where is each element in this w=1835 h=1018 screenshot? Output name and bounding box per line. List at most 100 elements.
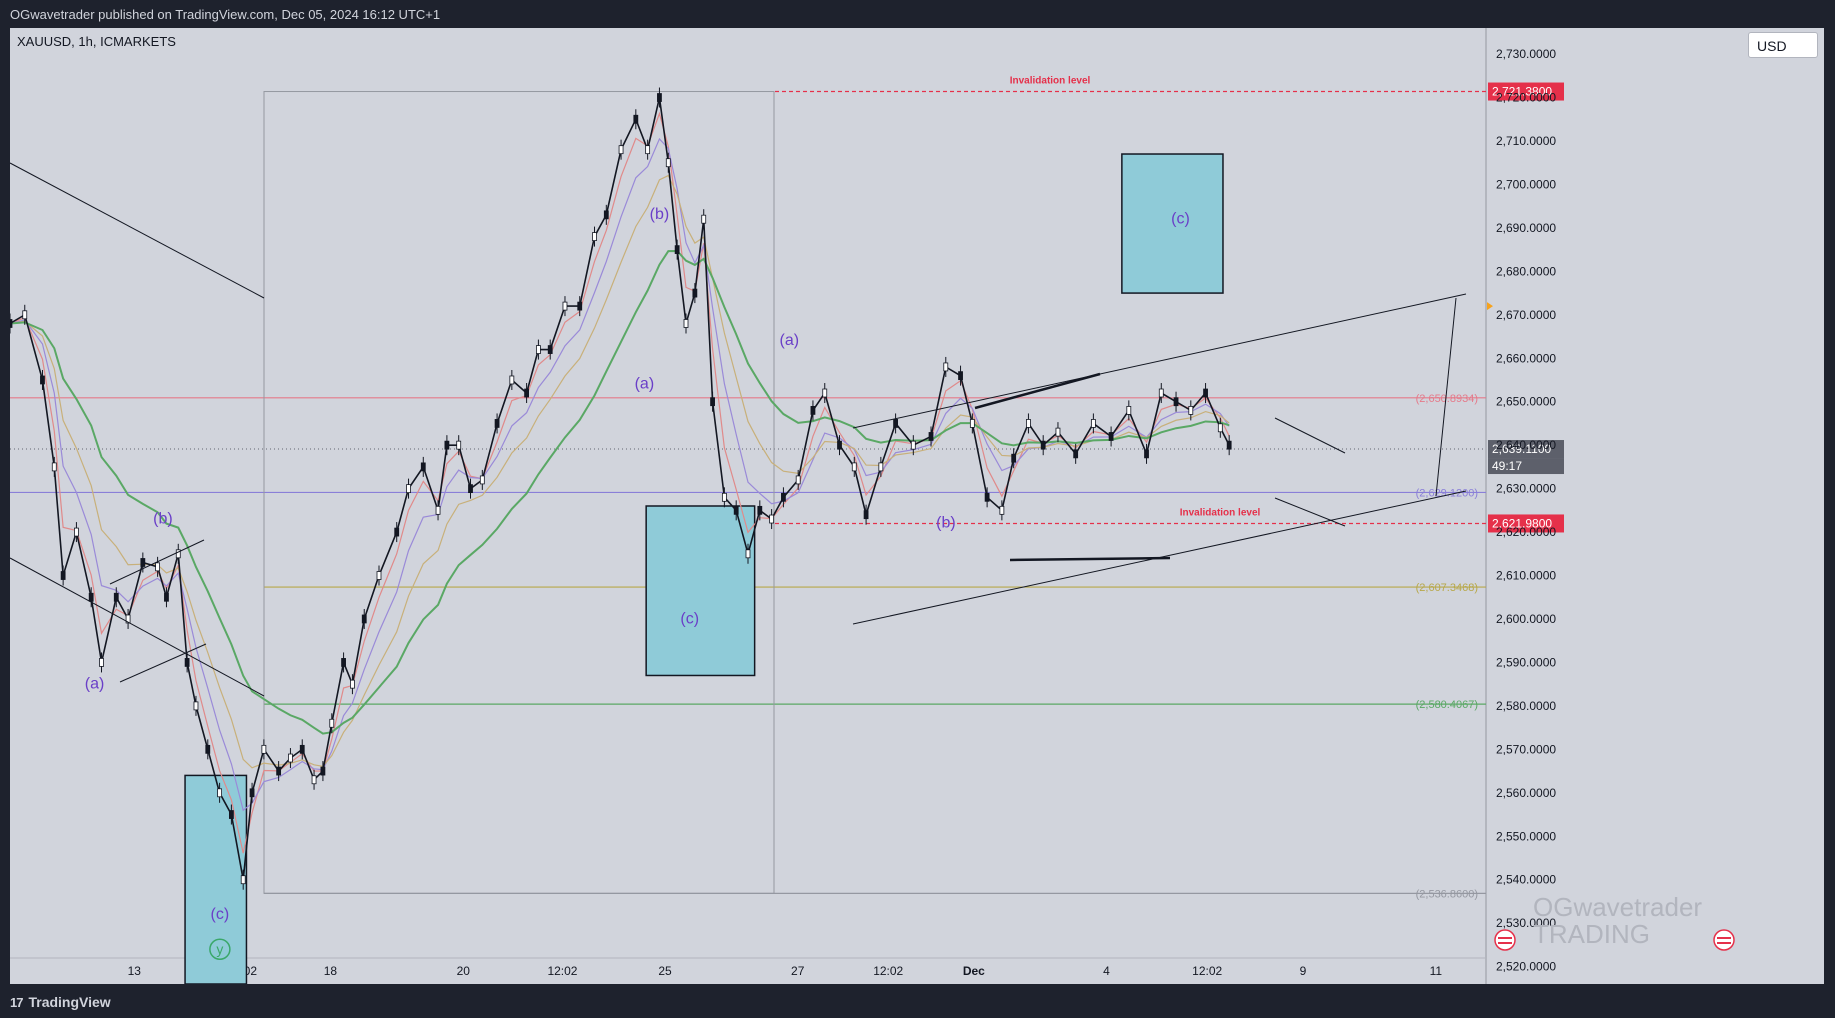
price-marker-icon bbox=[1487, 302, 1493, 311]
price-chart[interactable]: 2,721.3800 Invalidation level (2,650.8934)… bbox=[10, 28, 1824, 984]
candle-body-56 bbox=[692, 288, 698, 298]
candle-body-8 bbox=[113, 592, 119, 602]
candle-body-18 bbox=[228, 810, 234, 819]
y-tick-11: 2,630.0000 bbox=[1496, 482, 1556, 496]
wave-label-0: (a) bbox=[85, 676, 105, 693]
candle-body-59 bbox=[721, 492, 727, 502]
candle-body-67 bbox=[822, 388, 828, 398]
trend-line-3 bbox=[119, 643, 207, 683]
y-tick-21: 2,730.0000 bbox=[1496, 47, 1556, 61]
moving-average-1 bbox=[10, 137, 1230, 812]
date-range-box bbox=[263, 91, 775, 894]
trend-line-7 bbox=[1009, 556, 1171, 562]
wave-label-5: (a) bbox=[635, 376, 655, 393]
candle-body-69 bbox=[851, 462, 857, 472]
candle-body-33 bbox=[406, 484, 411, 494]
candle-body-51 bbox=[645, 145, 651, 155]
candle-body-15 bbox=[193, 701, 199, 711]
candle-body-46 bbox=[577, 301, 583, 311]
candle-body-3 bbox=[51, 462, 57, 472]
candle-body-90 bbox=[1173, 397, 1179, 407]
y-tick-4: 2,560.0000 bbox=[1496, 786, 1556, 800]
us-flag-icon-0 bbox=[1494, 929, 1516, 951]
us-flag-icon-1 bbox=[1713, 929, 1735, 951]
candle-body-72 bbox=[893, 419, 898, 428]
y-tick-18: 2,700.0000 bbox=[1496, 177, 1556, 191]
candle-body-45 bbox=[562, 301, 568, 311]
x-tick-10: 12:02 bbox=[1192, 964, 1222, 978]
x-tick-2: 18 bbox=[324, 964, 338, 978]
y-tick-9: 2,610.0000 bbox=[1496, 569, 1556, 583]
tradingview-logo[interactable]: 17 TradingView bbox=[10, 994, 111, 1010]
chart-canvas[interactable]: 2,721.3800 Invalidation level (2,650.8934)… bbox=[10, 28, 1824, 984]
publish-text: OGwavetrader published on TradingView.co… bbox=[10, 7, 441, 22]
candle-body-20 bbox=[249, 788, 255, 798]
author-watermark: OGwavetrader TRADING bbox=[1533, 894, 1702, 948]
x-tick-8: Dec bbox=[963, 964, 985, 978]
candle-body-32 bbox=[394, 527, 400, 537]
candle-body-71 bbox=[878, 462, 884, 472]
invalidation-note-4: Invalidation level bbox=[1180, 507, 1261, 518]
tradingview-brand: TradingView bbox=[28, 994, 111, 1010]
trend-line-8 bbox=[1274, 417, 1346, 454]
candle-body-37 bbox=[456, 440, 462, 450]
tradingview-logo-icon: 17 bbox=[10, 994, 24, 1010]
candle-body-48 bbox=[603, 210, 609, 220]
moving-average-2 bbox=[10, 174, 1230, 769]
candle-body-27 bbox=[329, 718, 335, 728]
y-tick-12: 2,640.0000 bbox=[1496, 438, 1556, 452]
candle-body-16 bbox=[205, 744, 211, 754]
wave-label-8: (b) bbox=[936, 515, 956, 532]
candle-body-13 bbox=[175, 549, 181, 559]
price-tag-bg-4 bbox=[1488, 514, 1564, 533]
y-tick-6: 2,580.0000 bbox=[1496, 699, 1556, 713]
x-tick-3: 20 bbox=[457, 964, 471, 978]
candle-body-6 bbox=[88, 592, 94, 602]
candle-body-7 bbox=[99, 658, 104, 667]
trend-line-6 bbox=[974, 372, 1101, 410]
y-tick-3: 2,550.0000 bbox=[1496, 829, 1556, 843]
candle-body-0 bbox=[10, 319, 13, 328]
candle-body-43 bbox=[536, 345, 541, 354]
candle-body-85 bbox=[1090, 419, 1096, 428]
candle-body-36 bbox=[444, 440, 450, 450]
y-tick-19: 2,710.0000 bbox=[1496, 134, 1556, 148]
y-tick-5: 2,570.0000 bbox=[1496, 742, 1556, 756]
wave-label-9: (c) bbox=[1171, 211, 1190, 228]
candle-body-77 bbox=[969, 419, 975, 428]
candle-body-28 bbox=[341, 658, 346, 667]
y-tick-10: 2,620.0000 bbox=[1496, 525, 1556, 539]
level-label-6: (2,580.4067) bbox=[1416, 699, 1478, 711]
candle-body-78 bbox=[984, 492, 990, 502]
candle-body-49 bbox=[618, 145, 624, 155]
publish-header: OGwavetrader published on TradingView.co… bbox=[0, 0, 1835, 28]
wave-circle-y bbox=[209, 938, 231, 960]
candle-body-41 bbox=[509, 375, 515, 385]
candle-body-70 bbox=[863, 510, 869, 520]
invalidation-note-0: Invalidation level bbox=[1010, 76, 1091, 87]
y-tick-16: 2,680.0000 bbox=[1496, 264, 1556, 278]
candle-body-5 bbox=[74, 527, 79, 537]
candle-body-26 bbox=[320, 766, 326, 776]
candle-body-24 bbox=[299, 744, 305, 754]
candle-body-80 bbox=[1011, 453, 1017, 463]
candle-body-68 bbox=[837, 440, 842, 450]
candle-body-12 bbox=[164, 592, 169, 602]
price-tag-bg-2 bbox=[1488, 440, 1564, 459]
x-tick-4: 12:02 bbox=[547, 964, 577, 978]
candle-body-64 bbox=[781, 492, 786, 502]
candle-body-88 bbox=[1144, 449, 1149, 459]
candle-body-42 bbox=[524, 388, 529, 398]
candle-body-50 bbox=[633, 114, 639, 124]
price-tag-0: 2,721.3800 bbox=[1492, 85, 1552, 99]
candle-body-25 bbox=[311, 775, 317, 785]
x-tick-6: 27 bbox=[791, 964, 805, 978]
x-tick-12: 11 bbox=[1430, 964, 1443, 978]
candle-body-14 bbox=[184, 658, 190, 667]
currency-select[interactable]: USD bbox=[1748, 32, 1818, 58]
candle-body-89 bbox=[1158, 388, 1164, 398]
x-tick-5: 25 bbox=[658, 964, 672, 978]
candle-body-9 bbox=[125, 614, 131, 624]
candle-body-1 bbox=[22, 310, 28, 320]
wave-label-6: (c) bbox=[680, 610, 699, 627]
